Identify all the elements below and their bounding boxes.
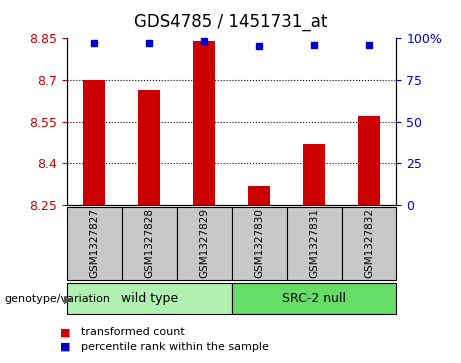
Text: GSM1327831: GSM1327831 (309, 208, 319, 278)
Bar (287, 207, 342, 280)
Text: ■: ■ (60, 342, 71, 352)
Text: SRC-2 null: SRC-2 null (282, 292, 346, 305)
Bar (193, 41, 215, 205)
Bar (231, 207, 287, 280)
Text: GSM1327828: GSM1327828 (144, 208, 154, 278)
Text: GSM1327830: GSM1327830 (254, 208, 264, 278)
Bar (303, 144, 325, 205)
Text: percentile rank within the sample: percentile rank within the sample (81, 342, 269, 352)
Bar (177, 207, 231, 280)
Text: ▶: ▶ (64, 294, 72, 305)
Bar (122, 207, 177, 280)
Text: GSM1327827: GSM1327827 (89, 208, 99, 278)
Text: ■: ■ (60, 327, 71, 337)
Bar (67, 207, 122, 280)
Bar (248, 185, 270, 205)
Bar (342, 207, 396, 280)
Bar (67, 283, 231, 314)
Text: transformed count: transformed count (81, 327, 184, 337)
Bar (83, 80, 105, 205)
Bar (138, 90, 160, 205)
Text: GSM1327829: GSM1327829 (199, 208, 209, 278)
Bar (231, 283, 396, 314)
Text: GSM1327832: GSM1327832 (364, 208, 374, 278)
Bar (358, 116, 380, 205)
Text: genotype/variation: genotype/variation (5, 294, 111, 305)
Text: wild type: wild type (121, 292, 178, 305)
Text: GDS4785 / 1451731_at: GDS4785 / 1451731_at (134, 13, 327, 31)
